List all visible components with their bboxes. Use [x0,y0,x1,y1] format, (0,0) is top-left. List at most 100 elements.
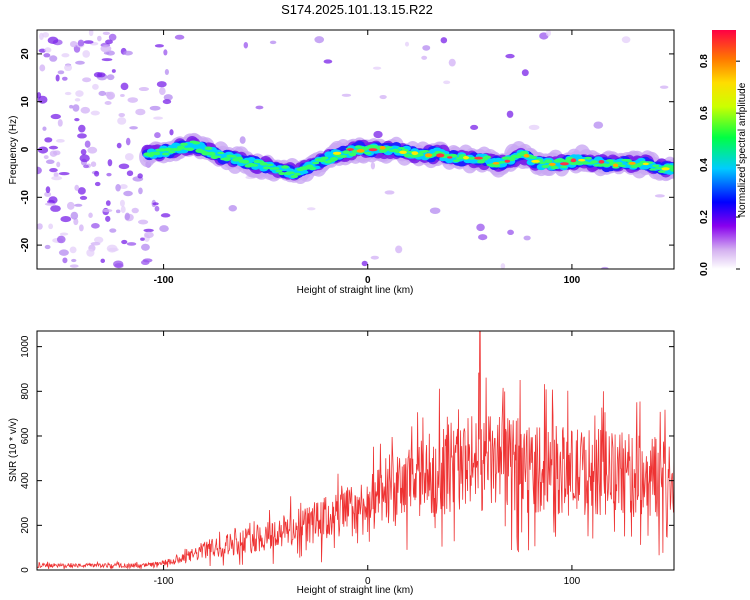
spectrogram-noise-blob [78,224,84,232]
spectrogram-ridge-blob [483,155,492,159]
spectrogram-y-tick-label: -20 [20,237,31,252]
spectrogram-ridge-blob [397,147,406,150]
spectrogram-noise-blob [75,60,85,65]
spectrogram-peak-blob [474,156,483,160]
spectrogram-noise-blob [78,124,86,133]
spectrogram-noise-blob [120,205,126,214]
spectrogram-noise-blob [174,34,185,40]
spectrogram-noise-blob [105,39,113,45]
spectrogram-ridge-blob [651,164,660,168]
spectrogram-noise-blob [159,225,169,233]
spectrogram-noise-blob [379,94,387,100]
spectrogram-ridge-blob [538,161,546,165]
spectrogram-noise-blob [123,50,133,56]
spectrogram-ridge-blob [192,141,201,145]
spectrogram-ridge-blob [204,146,213,151]
spectrogram-ridge-blob [422,150,430,153]
spectrogram-ridge-blob [655,166,663,170]
spectrogram-noise-blob [593,121,604,129]
spectrogram-x-tick-label: 0 [365,275,371,286]
spectrogram-ridge-blob [262,166,271,170]
spectrogram-noise-blob [77,187,86,195]
spectrogram-noise-blob [149,105,161,111]
spectrogram-noise-blob [158,87,166,95]
spectrogram-ridge-blob [452,159,461,162]
spectrogram-noise-blob [52,150,61,156]
spectrogram-noise-blob [528,124,540,131]
spectrogram-peak-blob [492,162,500,165]
spectrogram-peak-blob [356,149,365,153]
snr-y-tick-label: 1000 [20,335,31,358]
spectrogram-peak-blob [346,148,354,151]
spectrogram-noise-blob [69,40,78,48]
spectrogram-peak-blob [368,148,378,152]
spectrogram-noise-blob [443,80,451,85]
spectrogram-noise-blob [37,223,43,230]
spectrogram-noise-blob [69,104,74,109]
spectrogram-noise-blob [44,47,52,53]
spectrogram-ridge-blob [514,155,522,159]
spectrogram-ridge-blob [498,160,507,164]
spectrogram-peak-blob [612,163,619,168]
spectrogram-noise-blob [66,201,75,210]
spectrogram-peak-blob [642,162,649,166]
spectrogram-peak-blob [661,167,670,171]
spectrogram-noise-blob [131,207,139,214]
spectrogram-noise-blob [115,184,121,192]
spectrogram-ridge-blob [186,147,195,152]
spectrogram-ridge-blob [658,170,666,173]
spectrogram-noise-blob [61,53,70,58]
spectrogram-noise-blob [83,40,94,44]
spectrogram-ridge-blob [278,171,286,176]
snr-y-tick-label: 600 [20,427,31,444]
spectrogram-ridge-blob [222,157,231,161]
spectrogram-noise-blob [77,39,85,47]
spectrogram-ridge-blob [176,145,185,150]
spectrogram-noise-blob [93,236,104,244]
spectrogram-image [37,30,674,269]
spectrogram-ridge-blob [158,148,167,152]
spectrogram-noise-blob [505,53,515,59]
spectrogram-noise-blob [48,223,54,230]
spectrogram-noise-blob [100,45,112,53]
spectrogram-noise-blob [72,104,80,112]
spectrogram-noise-blob [429,207,441,214]
spectrogram-noise-blob [87,146,98,154]
spectrogram-ridge-blob [330,156,339,162]
spectrogram-noise-blob [314,36,325,44]
spectrogram-noise-blob [74,184,80,191]
spectrogram-noise-blob [44,202,56,206]
spectrogram-noise-blob [101,58,113,62]
snr-x-tick-label: 100 [564,576,581,587]
spectrogram-noise-blob [45,159,55,164]
spectrogram-noise-blob [79,154,90,163]
spectrogram-noise-blob [163,49,168,56]
snr-y-tick-label: 400 [20,472,31,489]
spectrogram-noise-blob [117,117,127,125]
spectrogram-noise-blob [70,211,79,220]
spectrogram-noise-blob [370,255,379,260]
spectrogram-y-tick-label: -10 [20,190,31,205]
spectrogram-noise-blob [44,191,52,197]
spectrogram-noise-blob [100,258,106,264]
spectrogram-ridge-blob [581,161,590,165]
spectrogram-noise-blob [154,44,164,48]
spectrogram-ridge-blob [266,163,274,167]
spectrogram-y-tick-label: 10 [20,96,31,108]
spectrogram-peak-blob [548,162,556,166]
colorbar-gradient [712,30,736,269]
spectrogram-noise-blob [126,170,134,177]
spectrogram-noise-blob [154,205,160,212]
spectrogram-noise-blob [500,263,506,269]
spectrogram-ridge-blob [300,170,309,174]
spectrogram-noise-blob [56,235,66,244]
spectrogram-peak-blob [570,158,577,163]
spectrogram-noise-blob [106,244,118,253]
spectrogram-noise-blob [372,66,382,70]
colorbar-tick-label: 0.4 [699,158,710,172]
spectrogram-noise-blob [123,190,133,197]
spectrogram-noise-blob [476,223,485,232]
spectrogram-ridge-blob [229,155,237,158]
spectrogram-noise-blob [77,133,87,139]
